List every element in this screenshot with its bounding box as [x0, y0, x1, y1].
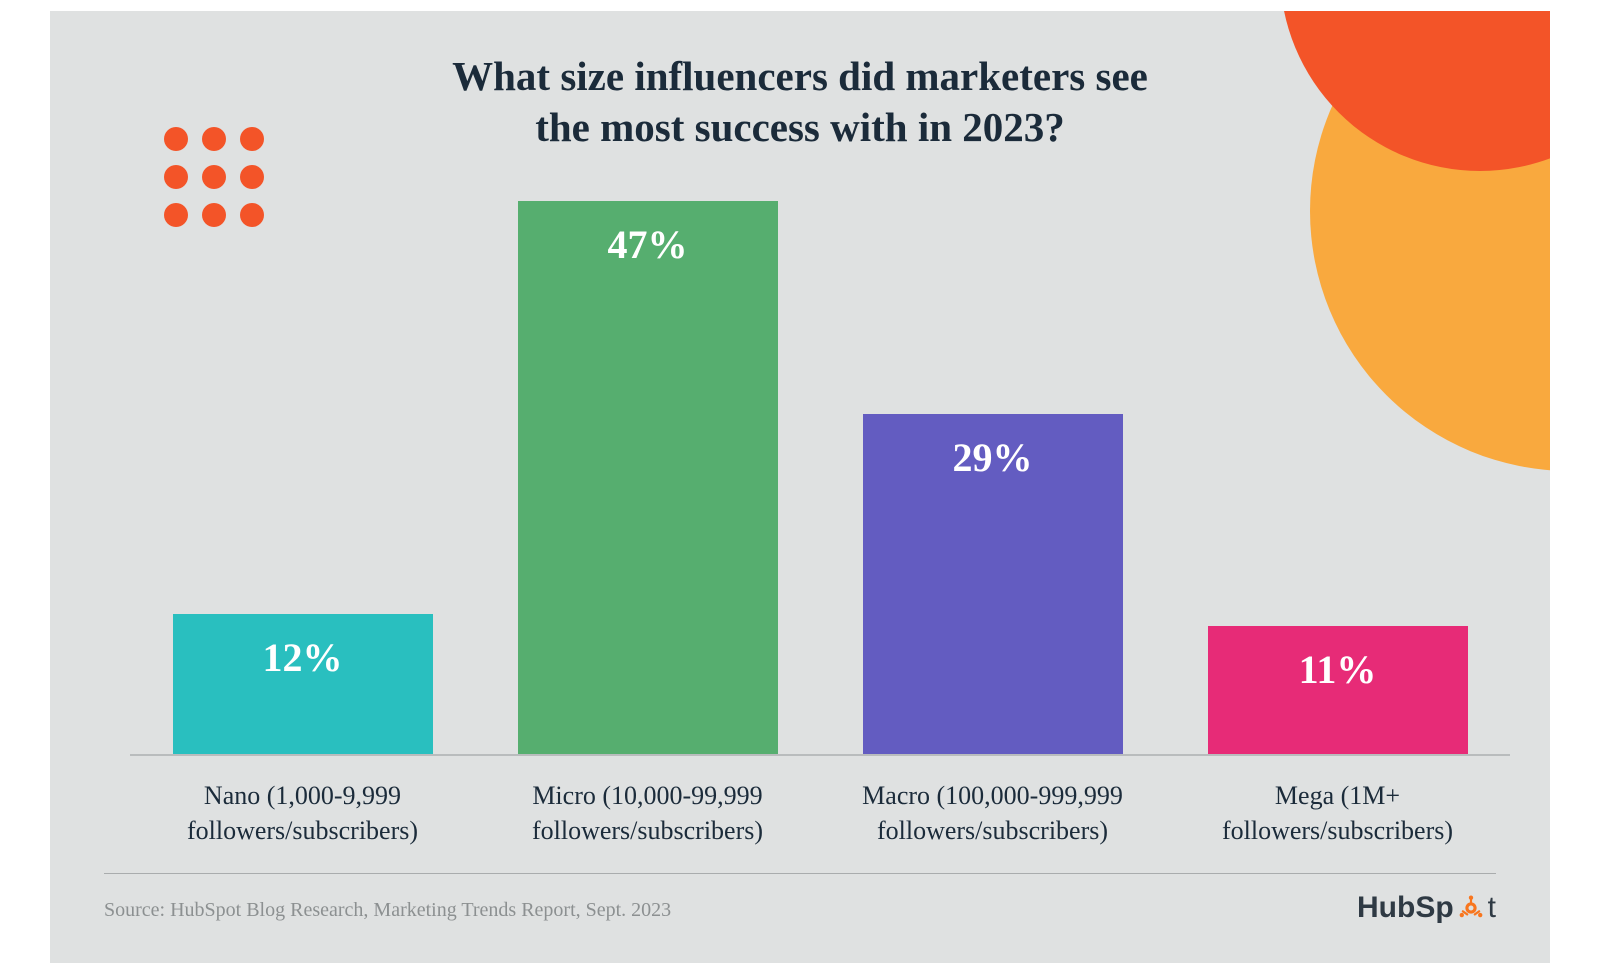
bar-slot: 47% [475, 201, 820, 756]
bar-category-label: Mega (1M+ followers/subscribers) [1165, 778, 1510, 848]
footer-rule [104, 873, 1496, 874]
bar: 12% [173, 614, 433, 756]
decor-dot [240, 165, 264, 189]
decor-dot [202, 165, 226, 189]
bar-value-label: 47% [518, 221, 778, 268]
bar-chart-baseline [130, 754, 1510, 756]
bar-value-label: 29% [863, 434, 1123, 481]
bar-chart-bars: 12% 47% 29% 11% [130, 201, 1510, 756]
decor-dot [202, 127, 226, 151]
decor-dot [164, 127, 188, 151]
bar-value-label: 12% [173, 634, 433, 681]
decor-dot [240, 127, 264, 151]
bar-slot: 29% [820, 414, 1165, 756]
hubspot-logo-text-hub: HubSp [1357, 891, 1454, 925]
bar-slot: 12% [130, 614, 475, 756]
decor-dot [164, 165, 188, 189]
bar-value-label: 11% [1208, 646, 1468, 693]
bar-category-label: Nano (1,000-9,999 followers/subscribers) [130, 778, 475, 848]
hubspot-logo: HubSpt [1357, 891, 1496, 925]
hubspot-sprocket-icon [1458, 895, 1484, 921]
hubspot-logo-text-spot: t [1488, 891, 1496, 925]
bar-slot: 11% [1165, 626, 1510, 756]
bar-category-label: Micro (10,000-99,999 followers/subscribe… [475, 778, 820, 848]
bar-chart-xlabels: Nano (1,000-9,999 followers/subscribers)… [130, 778, 1510, 848]
bar-category-label: Macro (100,000-999,999 followers/subscri… [820, 778, 1165, 848]
bar-chart: 12% 47% 29% 11% [130, 201, 1510, 756]
bar: 11% [1208, 626, 1468, 756]
chart-title: What size influencers did marketers see … [452, 51, 1148, 154]
bar: 47% [518, 201, 778, 756]
infographic-canvas: What size influencers did marketers see … [50, 11, 1550, 963]
source-text: Source: HubSpot Blog Research, Marketing… [104, 899, 671, 922]
bar: 29% [863, 414, 1123, 756]
